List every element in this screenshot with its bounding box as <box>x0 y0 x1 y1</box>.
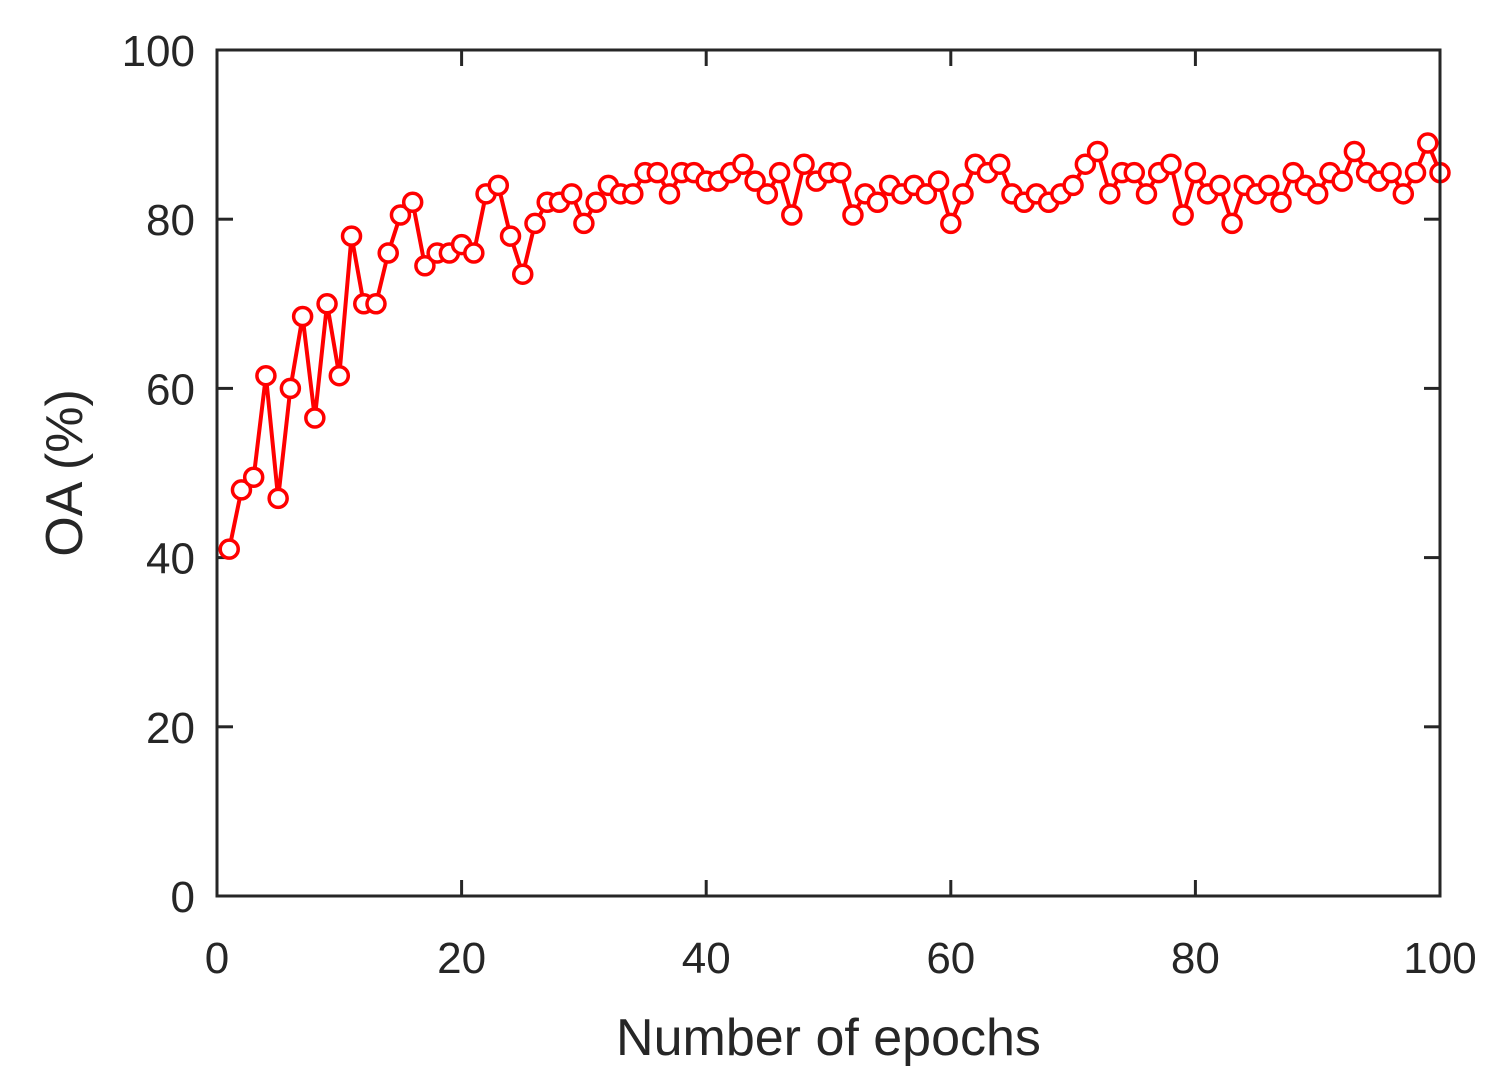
x-tick-label: 20 <box>437 934 486 983</box>
data-point <box>1343 140 1366 163</box>
data-point <box>915 183 938 205</box>
data-point <box>377 242 399 264</box>
data-point <box>267 487 289 510</box>
x-tick-label: 0 <box>205 934 229 983</box>
data-point <box>1062 174 1084 197</box>
data-point <box>940 212 962 235</box>
data-point <box>573 212 595 235</box>
data-point <box>560 183 583 205</box>
data-point <box>1160 153 1182 175</box>
data-point <box>585 191 607 214</box>
data-point <box>1392 183 1415 205</box>
data-point <box>1404 161 1427 184</box>
y-tick-label: 40 <box>146 535 195 584</box>
y-tick-labels: 0 20 40 60 80 100 <box>122 27 195 922</box>
y-axis-label: OA (%) <box>36 389 94 557</box>
data-point <box>401 191 424 214</box>
data-point <box>291 305 314 328</box>
data-point <box>646 161 669 184</box>
x-axis-label: Number of epochs <box>616 1009 1041 1067</box>
data-point <box>463 242 485 264</box>
data-point <box>414 254 436 277</box>
data-point <box>622 183 644 205</box>
data-point <box>1209 174 1231 197</box>
data-point <box>1417 132 1439 154</box>
data-point <box>829 161 852 184</box>
data-point <box>242 466 265 488</box>
data-point <box>768 161 791 184</box>
data-point <box>328 364 351 387</box>
x-tick-label: 80 <box>1171 934 1220 983</box>
data-point <box>340 225 363 247</box>
series-layer <box>218 132 1451 560</box>
data-point <box>255 364 277 387</box>
data-point <box>756 183 779 205</box>
y-tick-label: 80 <box>146 196 195 245</box>
data-point <box>316 293 338 315</box>
data-point <box>988 153 1011 175</box>
data-point <box>487 174 510 197</box>
data-point <box>1306 183 1329 205</box>
data-point <box>499 225 522 247</box>
data-point <box>1074 153 1097 175</box>
data-point <box>1380 161 1402 184</box>
data-point <box>781 204 803 226</box>
y-tick-label: 20 <box>146 704 195 753</box>
data-point <box>524 212 546 235</box>
x-tick-label: 100 <box>1403 934 1476 983</box>
data-point <box>1270 191 1292 214</box>
data-point <box>1135 183 1158 205</box>
data-point <box>793 153 815 175</box>
data-point <box>1331 170 1353 192</box>
data-point <box>365 293 387 315</box>
data-point <box>1123 161 1145 184</box>
data-point <box>744 170 766 192</box>
data-point <box>658 183 681 205</box>
data-point <box>1099 183 1121 205</box>
x-tick-label: 40 <box>682 934 731 983</box>
data-point <box>279 377 302 400</box>
data-point <box>732 153 754 175</box>
data-point <box>1258 174 1280 197</box>
data-point <box>1172 204 1194 226</box>
y-tick-label: 100 <box>122 27 195 76</box>
data-point <box>218 538 240 560</box>
data-point <box>927 170 950 192</box>
data-point <box>230 479 253 501</box>
data-point <box>842 204 864 226</box>
data-point <box>1221 212 1243 235</box>
data-point <box>1086 140 1109 163</box>
data-point <box>1184 161 1207 184</box>
data-point <box>512 263 534 285</box>
x-tick-label: 60 <box>926 934 975 983</box>
data-point <box>304 407 326 429</box>
y-tick-label: 0 <box>171 873 195 922</box>
x-tick-labels: 0 20 40 60 80 100 <box>205 934 1477 983</box>
plot-area-frame <box>215 48 1442 898</box>
data-point <box>389 204 412 226</box>
data-point <box>952 183 974 205</box>
data-point <box>1282 161 1304 184</box>
data-point <box>866 191 889 214</box>
y-tick-label: 60 <box>146 365 195 414</box>
